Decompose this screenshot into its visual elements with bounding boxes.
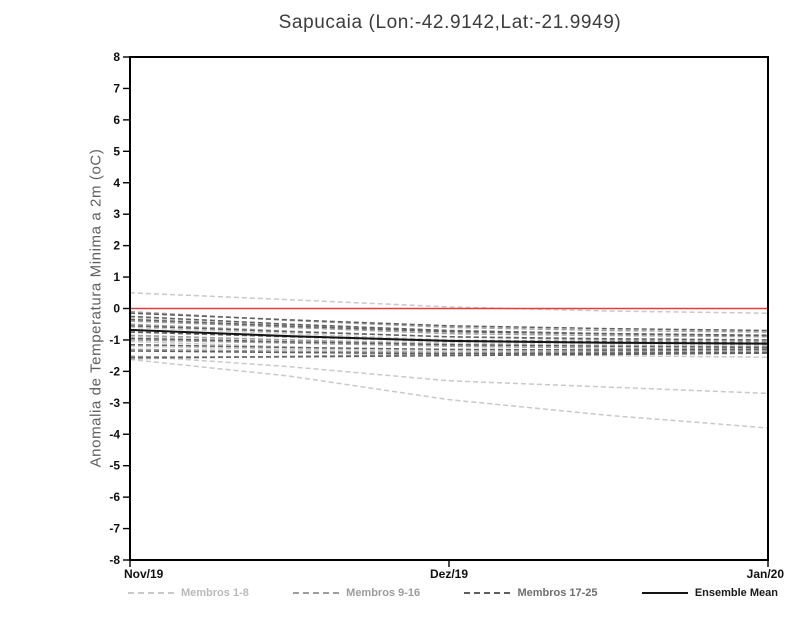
chart-legend: Membros 1-8 Membros 9-16 Membros 17-25 E… — [128, 584, 778, 602]
y-tick-label: 3 — [113, 207, 120, 221]
member-series-line — [129, 325, 769, 341]
x-tick-label: Dez/19 — [430, 567, 468, 581]
member-series-line — [129, 352, 769, 358]
legend-line-sample — [293, 592, 340, 594]
y-tick-label: 6 — [113, 113, 120, 127]
legend-item-label: Ensemble Mean — [694, 587, 778, 599]
y-tick-label: -6 — [109, 490, 120, 504]
member-series-line — [129, 350, 769, 355]
legend-item: Ensemble Mean — [641, 587, 778, 599]
member-series-line — [129, 323, 769, 343]
member-series-line — [129, 345, 769, 352]
y-tick-label: -2 — [109, 364, 120, 378]
y-tick-label: -8 — [109, 553, 120, 567]
legend-item-label: Membros 17-25 — [517, 587, 598, 599]
y-tick-label: 0 — [113, 302, 120, 316]
member-series-line — [129, 310, 769, 333]
legend-line-sample — [128, 592, 174, 594]
member-series-line — [129, 315, 769, 337]
member-series-line — [129, 337, 769, 349]
member-series-line — [129, 317, 769, 338]
member-series-line — [129, 320, 769, 338]
legend-line-sample — [641, 592, 688, 594]
y-tick-label: -3 — [109, 396, 120, 410]
y-tick-label: 1 — [113, 270, 120, 284]
y-tick-label: 8 — [113, 50, 120, 64]
y-tick-label: -7 — [109, 522, 120, 536]
y-tick-label: 5 — [113, 144, 120, 158]
legend-item-label: Membros 1-8 — [181, 587, 249, 599]
legend-item: Membros 1-8 — [128, 587, 249, 599]
legend-item: Membros 17-25 — [464, 587, 598, 599]
member-series-line — [129, 358, 769, 429]
member-series-line — [129, 348, 769, 354]
x-tick-label: Jan/20 — [747, 567, 785, 581]
member-series-line — [129, 339, 769, 351]
x-tick-label: Nov/19 — [124, 567, 164, 581]
member-series-line — [129, 343, 769, 351]
plot-border — [129, 56, 769, 561]
y-tick-label: 2 — [113, 239, 120, 253]
member-series-line — [129, 312, 769, 332]
y-tick-label: -1 — [109, 333, 120, 347]
ensemble-mean-line — [129, 328, 769, 345]
member-series-line — [129, 354, 769, 395]
member-series-line — [129, 292, 769, 314]
member-series-line — [129, 350, 769, 360]
member-series-line — [129, 340, 769, 358]
legend-item-label: Membros 9-16 — [346, 587, 421, 599]
y-tick-label: -5 — [109, 459, 120, 473]
chart-title: Sapucaia (Lon:-42.9142,Lat:-21.9949) — [278, 12, 622, 33]
legend-line-sample — [464, 592, 511, 594]
y-tick-label: 4 — [113, 176, 120, 190]
y-tick-label: 7 — [113, 81, 120, 95]
legend-item: Membros 9-16 — [293, 587, 420, 599]
y-tick-label: -4 — [109, 427, 120, 441]
